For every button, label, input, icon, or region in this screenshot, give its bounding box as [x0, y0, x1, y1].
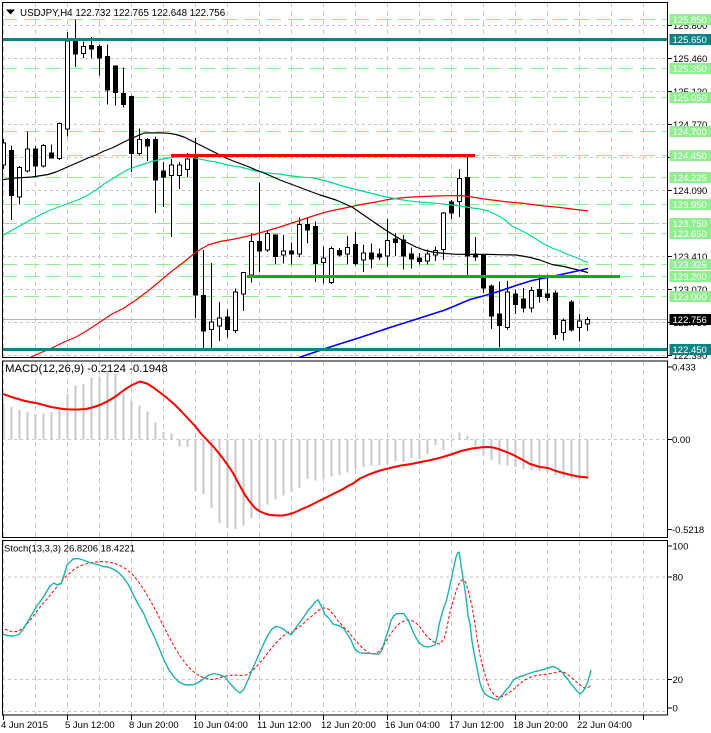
svg-text:-0.5218: -0.5218	[672, 525, 704, 536]
svg-text:122.390: 122.390	[673, 351, 707, 362]
svg-text:10 Jun 04:00: 10 Jun 04:00	[193, 720, 248, 731]
svg-text:USDJPY,H4 122.732 122.765 122: USDJPY,H4 122.732 122.765 122.648 122.75…	[20, 8, 226, 19]
svg-text:124.225: 124.225	[673, 173, 707, 184]
svg-text:123.650: 123.650	[673, 229, 707, 240]
svg-text:4 Jun 2015: 4 Jun 2015	[1, 720, 48, 731]
svg-text:MACD(12,26,9) -0.2124 -0.1948: MACD(12,26,9) -0.2124 -0.1948	[5, 363, 168, 375]
svg-text:125.650: 125.650	[673, 35, 707, 46]
svg-text:Stoch(13,3,3) 26.8206 18.4221: Stoch(13,3,3) 26.8206 18.4221	[4, 544, 135, 555]
svg-text:122.450: 122.450	[673, 345, 707, 356]
svg-text:123.410: 123.410	[673, 252, 707, 263]
svg-text:124.770: 124.770	[673, 120, 707, 131]
svg-text:11 Jun 12:00: 11 Jun 12:00	[257, 720, 311, 731]
svg-text:80: 80	[673, 573, 684, 584]
svg-text:125.350: 125.350	[673, 64, 707, 75]
svg-text:123.200: 123.200	[673, 272, 707, 283]
svg-text:0.433: 0.433	[672, 363, 696, 374]
svg-text:124.090: 124.090	[673, 186, 707, 197]
svg-text:16 Jun 04:00: 16 Jun 04:00	[385, 720, 440, 731]
svg-text:0: 0	[673, 704, 678, 715]
svg-text:123.750: 123.750	[673, 219, 707, 230]
svg-text:123.950: 123.950	[673, 200, 707, 211]
svg-text:8 Jun 20:00: 8 Jun 20:00	[129, 720, 179, 731]
svg-text:17 Jun 12:00: 17 Jun 12:00	[449, 720, 504, 731]
svg-text:124.700: 124.700	[673, 127, 707, 138]
svg-text:5 Jun 12:00: 5 Jun 12:00	[65, 720, 115, 731]
svg-text:125.800: 125.800	[673, 21, 707, 32]
svg-text:125.460: 125.460	[673, 54, 707, 65]
svg-text:20: 20	[673, 675, 684, 686]
svg-text:0.00: 0.00	[672, 435, 691, 446]
svg-text:123.000: 123.000	[673, 292, 707, 303]
svg-text:123.325: 123.325	[673, 260, 707, 271]
svg-text:18 Jun 20:00: 18 Jun 20:00	[513, 720, 568, 731]
svg-text:22 Jun 04:00: 22 Jun 04:00	[577, 720, 632, 731]
svg-text:122.756: 122.756	[673, 315, 707, 326]
svg-text:125.850: 125.850	[673, 15, 707, 26]
svg-text:125.050: 125.050	[673, 93, 707, 104]
svg-text:12 Jun 20:00: 12 Jun 20:00	[321, 720, 376, 731]
svg-text:124.450: 124.450	[673, 151, 707, 162]
svg-text:100: 100	[673, 542, 689, 553]
svg-text:123.070: 123.070	[673, 285, 707, 296]
